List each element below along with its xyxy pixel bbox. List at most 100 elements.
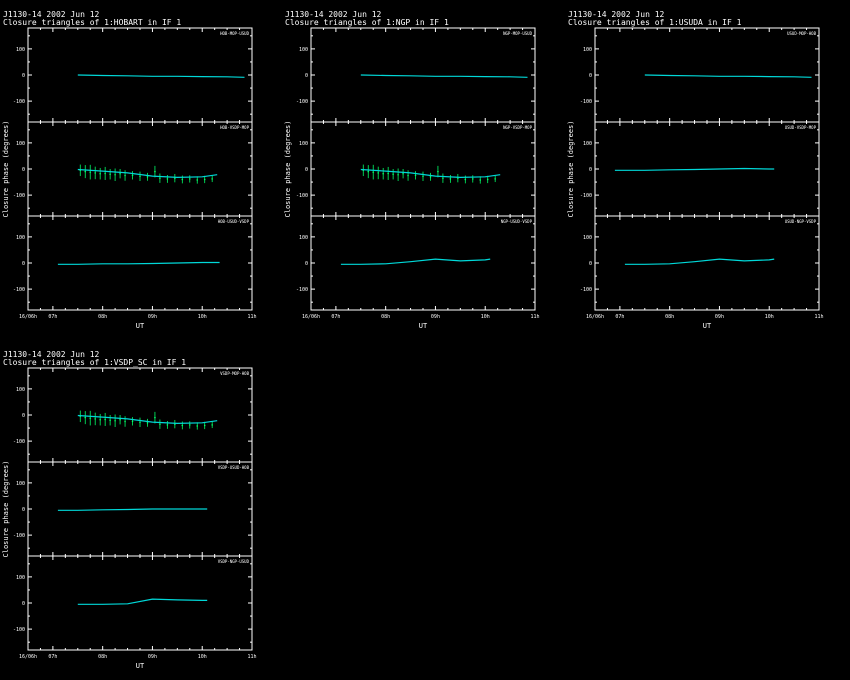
x-tick-label: 08h	[98, 654, 107, 660]
x-axis-label: UT	[703, 322, 712, 330]
y-tick-label: 100	[583, 235, 592, 241]
data-point	[99, 418, 101, 421]
x-tick-label: 11h	[247, 314, 256, 320]
data-point	[166, 178, 169, 180]
y-tick-label: 100	[16, 47, 25, 53]
x-tick-label: 07h	[331, 314, 340, 320]
panel-1: 100 0 -100 USUD-MOP-HOB	[580, 27, 820, 123]
data-point	[159, 423, 161, 425]
data-point	[89, 417, 92, 419]
chart-subtitle: Closure triangles of 1:VSDP_SC in IF 1	[3, 358, 186, 367]
data-point	[159, 177, 161, 179]
x-tick-label: 09h	[148, 654, 157, 660]
triangle-label: USUD-MOP-HOB	[787, 31, 816, 36]
data-point	[422, 175, 424, 178]
panel-frame	[310, 27, 536, 123]
data-point	[486, 178, 489, 181]
chart-title: J1130-14 2002 Jun 12	[568, 10, 665, 19]
data-point	[109, 419, 111, 422]
chart-title: J1130-14 2002 Jun 12	[3, 10, 100, 19]
model-line	[57, 508, 208, 511]
model-line	[57, 261, 220, 265]
x-tick-label: 09h	[148, 314, 157, 320]
model-line	[614, 167, 775, 171]
data-point	[109, 173, 111, 176]
y-tick-label: 0	[22, 413, 25, 419]
y-tick-label: 100	[583, 141, 592, 147]
data-point	[146, 176, 149, 178]
y-tick-label: 0	[22, 601, 25, 607]
data-point	[437, 170, 439, 173]
data-point	[414, 174, 417, 177]
model-line	[624, 258, 775, 265]
data-point	[139, 421, 141, 424]
panel-2: 100 0 -100 USUD-VSDP-MOP	[580, 121, 820, 217]
y-tick-label: -100	[13, 193, 25, 199]
triangle-label: VSDP-NGP-USUD	[218, 559, 250, 564]
triangle-label: USUD-VSDP-MOP	[785, 125, 817, 130]
triangle-label: VSDP-USUD-HOB	[218, 465, 250, 470]
x-tick-label: 16/06h	[19, 314, 37, 320]
x-tick-label: 10h	[198, 654, 207, 660]
data-point	[89, 171, 92, 173]
model-line	[644, 74, 812, 78]
data-point	[367, 170, 370, 173]
y-tick-label: 0	[589, 167, 592, 173]
triangle-label: HOB-USUD-VSDP	[218, 219, 250, 224]
data-point	[407, 174, 409, 177]
triangle-label: NGP-USUD-VSDP	[501, 219, 533, 224]
data-point	[471, 178, 474, 180]
data-point	[104, 418, 106, 421]
panel-frame	[27, 555, 253, 651]
chart-subtitle: Closure triangles of 1:NGP in IF 1	[285, 18, 449, 27]
panel-2: 100 0 -100 NGP-VSDP-MOP	[296, 121, 536, 217]
y-tick-label: 100	[299, 141, 308, 147]
y-tick-label: -100	[296, 287, 308, 293]
panel-frame	[594, 27, 820, 123]
data-point	[181, 178, 184, 181]
data-point	[203, 178, 206, 181]
data-point	[188, 178, 191, 180]
y-tick-label: 0	[22, 261, 25, 267]
triangle-label: NGP-VSDP-MOP	[503, 125, 532, 130]
x-axis-label: UT	[419, 322, 428, 330]
x-tick-label: 07h	[48, 314, 57, 320]
y-tick-label: -100	[296, 99, 308, 105]
data-point	[196, 179, 199, 181]
triangle-label: VSDP-MOP-HOB	[220, 371, 249, 376]
data-point	[449, 178, 452, 180]
x-tick-label: 10h	[765, 314, 774, 320]
chart-subtitle: Closure triangles of 1:HOBART in IF 1	[3, 18, 181, 27]
data-point	[203, 424, 206, 427]
data-point	[429, 176, 432, 178]
x-axis-label: UT	[136, 662, 145, 670]
panel-2: 100 0 -100 VSDP-USUD-HOB	[13, 461, 253, 557]
x-tick-label: 07h	[615, 314, 624, 320]
data-point	[166, 424, 169, 426]
x-tick-label: 10h	[198, 314, 207, 320]
y-tick-label: 0	[589, 73, 592, 79]
y-tick-label: -100	[580, 287, 592, 293]
y-tick-label: -100	[580, 193, 592, 199]
panel-frame	[27, 121, 253, 217]
data-point	[139, 175, 141, 178]
y-tick-label: 100	[299, 47, 308, 53]
data-point	[124, 174, 126, 177]
x-tick-label: 16/06h	[19, 654, 37, 660]
x-tick-label: 09h	[431, 314, 440, 320]
x-tick-label: 07h	[48, 654, 57, 660]
data-point	[181, 424, 184, 427]
data-point	[84, 416, 87, 419]
model-line	[77, 168, 218, 179]
data-point	[124, 420, 126, 423]
y-tick-label: 100	[583, 47, 592, 53]
y-tick-label: -100	[296, 193, 308, 199]
data-point	[387, 172, 389, 175]
model-line	[77, 414, 218, 425]
data-point	[154, 170, 156, 173]
y-tick-label: 0	[305, 167, 308, 173]
triangle-label: HOB-VSDP-MOP	[220, 125, 249, 130]
x-tick-label: 16/06h	[302, 314, 320, 320]
